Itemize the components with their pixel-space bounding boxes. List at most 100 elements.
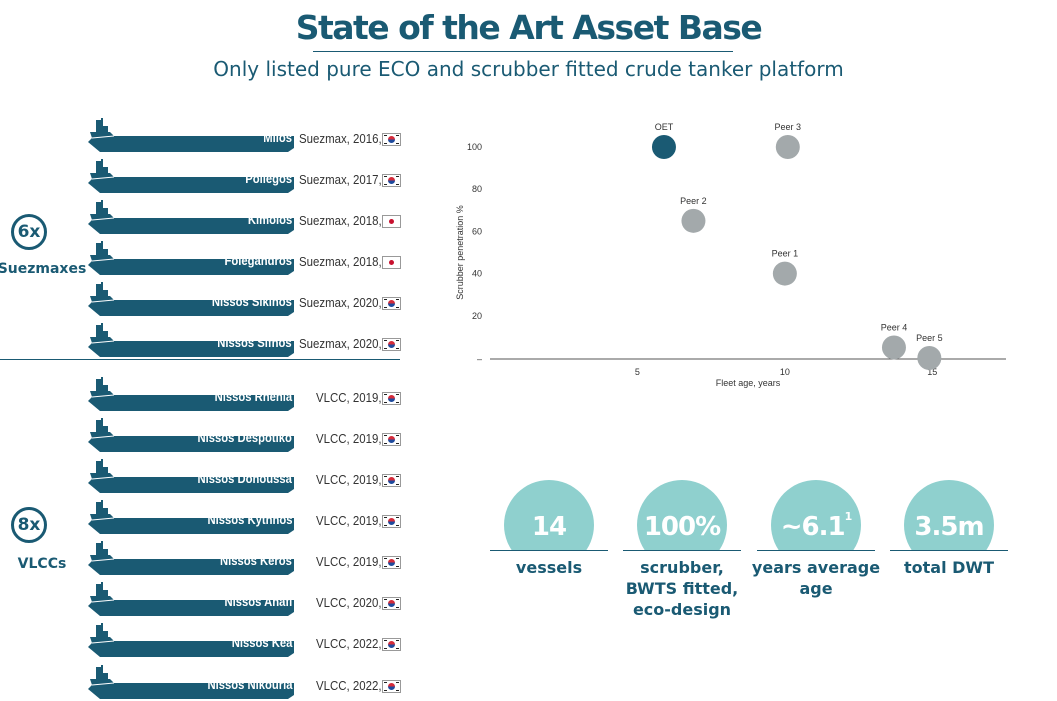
- ship-name: Nissos Donoussa: [197, 472, 292, 486]
- y-tick-label: 40: [472, 269, 482, 279]
- page-subtitle: Only listed pure ECO and scrubber fitted…: [213, 57, 844, 81]
- ship-row: Nissos Anafi VLCC, 2020,: [0, 576, 420, 616]
- korea-flag-icon: [382, 597, 401, 610]
- group-divider: [0, 359, 400, 360]
- japan-flag-icon: [382, 256, 401, 269]
- scatter-chart: – 20 40 60 80 100 5 10 15 Fleet age, years Scrubbe…: [455, 122, 1006, 388]
- footnote-marker: 1: [844, 510, 853, 523]
- point-label: Peer 5: [916, 333, 943, 343]
- japan-flag-icon: [382, 215, 401, 228]
- tanker-silhouette-icon: [88, 500, 294, 534]
- tanker-silhouette-icon: [88, 541, 294, 575]
- tanker-silhouette-icon: [88, 582, 294, 616]
- ship-name: Nissos Kythnos: [206, 513, 292, 527]
- ship-name: Nissos Kea: [231, 636, 292, 650]
- ship-row: Poliegos Suezmax, 2017,: [0, 153, 420, 193]
- ship-details: VLCC, 2019,: [316, 554, 382, 569]
- ship-row: Nissos Nikouria VLCC, 2022,: [0, 659, 420, 699]
- ship-row: Folegandros Suezmax, 2018,: [0, 235, 420, 275]
- ship-row: Nissos Sikinos Suezmax, 2020,: [0, 276, 420, 316]
- scatter-point: [651, 135, 676, 159]
- tanker-silhouette-icon: [88, 459, 294, 493]
- ship-details: Suezmax, 2017,: [299, 172, 382, 187]
- ship-row: Nissos Sifnos Suezmax, 2020,: [0, 317, 420, 357]
- ship-name: Folegandros: [224, 254, 292, 268]
- point-label: Peer 3: [775, 122, 802, 132]
- scatter-point: [772, 261, 797, 286]
- y-tick-label: 20: [472, 311, 482, 321]
- stat-rule: [490, 550, 608, 551]
- ship-name: Nissos Rhenia: [214, 390, 292, 404]
- x-tick-label: 15: [927, 367, 937, 377]
- tanker-silhouette-icon: [88, 377, 294, 411]
- ship-name: Kimolos: [247, 213, 292, 227]
- korea-flag-icon: [382, 174, 401, 187]
- scatter-point: [917, 346, 942, 370]
- ship-row: Nissos Despotiko VLCC, 2019,: [0, 412, 420, 452]
- y-axis-label: Scrubber penetration %: [455, 205, 465, 300]
- tanker-silhouette-icon: [88, 665, 294, 699]
- point-label: Peer 4: [881, 322, 908, 332]
- suezmax-count-badge: 6x: [11, 214, 47, 250]
- point-label: Peer 1: [772, 249, 799, 259]
- tanker-silhouette-icon: [88, 159, 294, 193]
- tanker-silhouette-icon: [88, 241, 294, 275]
- ship-details: Suezmax, 2016,: [299, 131, 382, 146]
- title-underline: [313, 51, 733, 52]
- ship-row: Nissos Kea VLCC, 2022,: [0, 617, 420, 657]
- korea-flag-icon: [382, 338, 401, 351]
- korea-flag-icon: [382, 515, 401, 528]
- ship-name: Poliegos: [245, 172, 292, 186]
- stat-label: vessels: [515, 558, 583, 577]
- ship-row: Kimolos Suezmax, 2018,: [0, 194, 420, 234]
- ship-details: Suezmax, 2018,: [299, 213, 382, 228]
- korea-flag-icon: [382, 392, 401, 405]
- scatter-point: [775, 135, 800, 159]
- stat-label: total DWT: [904, 558, 994, 577]
- korea-flag-icon: [382, 474, 401, 487]
- ship-name: Nissos Keros: [220, 554, 292, 568]
- ship-details: Suezmax, 2018,: [299, 254, 382, 269]
- suezmax-group-label: Suezmaxes: [0, 261, 87, 277]
- stat-value: 100%: [643, 512, 721, 542]
- stat-value: 3.5m: [914, 512, 984, 542]
- ship-name: Milos: [263, 131, 292, 145]
- x-tick-label: 5: [635, 367, 640, 377]
- ship-details: VLCC, 2020,: [316, 595, 382, 610]
- point-label: Peer 2: [680, 196, 707, 206]
- ship-details: VLCC, 2019,: [316, 513, 382, 528]
- vlcc-count-badge: 8x: [11, 507, 47, 543]
- ship-details: VLCC, 2022,: [316, 678, 382, 693]
- tanker-silhouette-icon: [88, 323, 294, 357]
- tanker-silhouette-icon: [88, 282, 294, 316]
- ship-row: Milos Suezmax, 2016,: [0, 112, 420, 152]
- ship-name: Nissos Sifnos: [217, 336, 292, 350]
- ship-name: Nissos Sikinos: [211, 295, 292, 309]
- y-tick-label: 100: [467, 142, 482, 152]
- ship-details: VLCC, 2019,: [316, 390, 382, 405]
- stat-rule: [757, 550, 875, 551]
- ship-name: Nissos Nikouria: [206, 678, 292, 692]
- korea-flag-icon: [382, 680, 401, 693]
- ship-row: Nissos Rhenia VLCC, 2019,: [0, 371, 420, 411]
- stat-label: years average age: [751, 558, 881, 598]
- y-tick-label: 80: [472, 184, 482, 194]
- stat-value: 14: [531, 512, 567, 542]
- point-label: OET: [655, 122, 674, 132]
- ship-row: Nissos Donoussa VLCC, 2019,: [0, 453, 420, 493]
- korea-flag-icon: [382, 638, 401, 651]
- ship-row: Nissos Keros VLCC, 2019,: [0, 535, 420, 575]
- tanker-silhouette-icon: [88, 418, 294, 452]
- x-axis-label: Fleet age, years: [716, 378, 781, 388]
- vlcc-group-label: VLCCs: [17, 556, 67, 572]
- stat-label: scrubber, BWTS fitted, eco-design: [625, 558, 739, 619]
- stat-value: ~6.11: [780, 510, 853, 542]
- x-tick-label: 10: [780, 367, 790, 377]
- y-tick-label: –: [477, 354, 482, 364]
- ship-details: VLCC, 2022,: [316, 636, 382, 651]
- ship-details: VLCC, 2019,: [316, 431, 382, 446]
- ship-row: Nissos Kythnos VLCC, 2019,: [0, 494, 420, 534]
- stat-rule: [890, 550, 1008, 551]
- korea-flag-icon: [382, 133, 401, 146]
- scatter-point: [681, 208, 706, 233]
